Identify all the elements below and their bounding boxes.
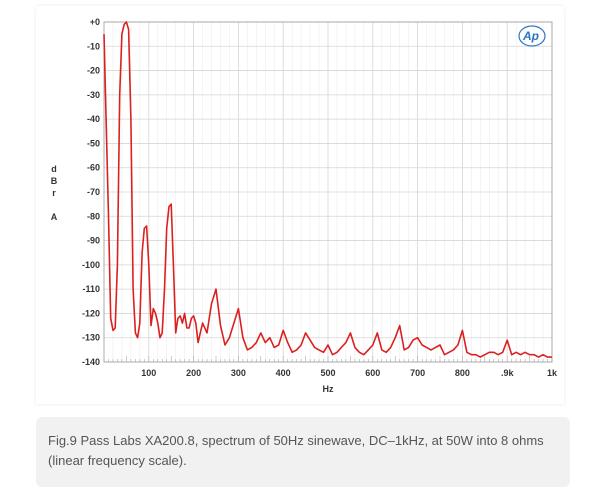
y-axis-label-letter: d	[51, 164, 57, 174]
ap-logo-text: Ap	[522, 29, 539, 43]
x-tick-label: 400	[276, 368, 291, 378]
y-tick-label: -140	[82, 357, 100, 367]
spectrum-chart: +0 -10 -20 -30 -40 -50 -60 -70 -80 -90 -100 -110 -12…	[51, 17, 558, 394]
y-tick-label: -30	[87, 90, 100, 100]
y-tick-label: -20	[87, 66, 100, 76]
x-axis-label: Hz	[323, 384, 334, 394]
y-tick-label: -70	[87, 187, 100, 197]
y-tick-label: -60	[87, 163, 100, 173]
x-tick-label: 700	[410, 368, 425, 378]
y-tick-label: -100	[82, 260, 100, 270]
y-axis-label-letter: B	[51, 176, 58, 186]
y-tick-label: -90	[87, 236, 100, 246]
y-tick-label: +0	[90, 17, 100, 27]
x-tick-label: 500	[320, 368, 335, 378]
x-tick-label: .9k	[501, 368, 515, 378]
plot-area: +0 -10 -20 -30 -40 -50 -60 -70 -80 -90 -100 -110 -12…	[36, 6, 564, 404]
y-tick-label: -130	[82, 333, 100, 343]
x-tick-label: 100	[141, 368, 156, 378]
y-tick-label: -40	[87, 114, 100, 124]
y-tick-label: -80	[87, 211, 100, 221]
x-tick-label: 800	[455, 368, 470, 378]
y-axis-label-letter: r	[52, 188, 56, 198]
y-tick-label: -10	[87, 41, 100, 51]
x-tick-label: 200	[186, 368, 201, 378]
figure-caption-box: Fig.9 Pass Labs XA200.8, spectrum of 50H…	[36, 417, 570, 487]
x-tick-label: 600	[365, 368, 380, 378]
y-tick-label: -120	[82, 308, 100, 318]
ap-logo-ring	[518, 25, 546, 47]
x-tick-label: 300	[231, 368, 246, 378]
figure-caption: Fig.9 Pass Labs XA200.8, spectrum of 50H…	[48, 433, 544, 468]
spectrum-trace	[103, 21, 552, 358]
y-axis-label-letter: A	[51, 212, 58, 222]
y-tick-label: -50	[87, 138, 100, 148]
y-tick-label: -110	[82, 284, 100, 294]
x-tick-label: 1k	[547, 368, 558, 378]
